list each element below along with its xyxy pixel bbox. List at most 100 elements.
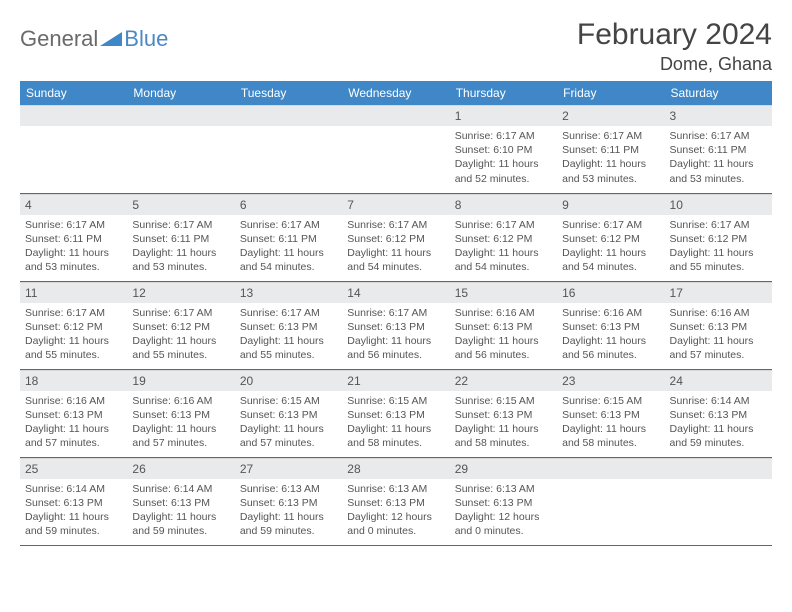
day-number — [20, 105, 127, 126]
calendar-cell: 1Sunrise: 6:17 AMSunset: 6:10 PMDaylight… — [450, 105, 557, 193]
day-details: Sunrise: 6:17 AMSunset: 6:11 PMDaylight:… — [20, 215, 127, 279]
calendar-cell: 23Sunrise: 6:15 AMSunset: 6:13 PMDayligh… — [557, 369, 664, 457]
daylight-line: Daylight: 11 hours and 55 minutes. — [240, 334, 337, 362]
daylight-line: Daylight: 11 hours and 59 minutes. — [240, 510, 337, 538]
calendar-cell: 25Sunrise: 6:14 AMSunset: 6:13 PMDayligh… — [20, 457, 127, 545]
daylight-line: Daylight: 11 hours and 57 minutes. — [240, 422, 337, 450]
day-number: 6 — [235, 194, 342, 215]
calendar-cell: 10Sunrise: 6:17 AMSunset: 6:12 PMDayligh… — [665, 193, 772, 281]
sunset-line: Sunset: 6:13 PM — [347, 496, 444, 510]
day-number: 21 — [342, 370, 449, 391]
day-details: Sunrise: 6:16 AMSunset: 6:13 PMDaylight:… — [557, 303, 664, 367]
weekday-header: Wednesday — [342, 81, 449, 105]
calendar-cell: 21Sunrise: 6:15 AMSunset: 6:13 PMDayligh… — [342, 369, 449, 457]
sunset-line: Sunset: 6:13 PM — [240, 408, 337, 422]
sunset-line: Sunset: 6:13 PM — [347, 408, 444, 422]
sunrise-line: Sunrise: 6:17 AM — [240, 306, 337, 320]
day-details: Sunrise: 6:17 AMSunset: 6:11 PMDaylight:… — [665, 126, 772, 190]
logo-text-general: General — [20, 26, 98, 52]
day-number: 29 — [450, 458, 557, 479]
sunrise-line: Sunrise: 6:15 AM — [240, 394, 337, 408]
sunrise-line: Sunrise: 6:15 AM — [562, 394, 659, 408]
calendar-cell: 15Sunrise: 6:16 AMSunset: 6:13 PMDayligh… — [450, 281, 557, 369]
calendar-cell: 3Sunrise: 6:17 AMSunset: 6:11 PMDaylight… — [665, 105, 772, 193]
sunrise-line: Sunrise: 6:17 AM — [670, 129, 767, 143]
day-number — [342, 105, 449, 126]
day-number: 11 — [20, 282, 127, 303]
daylight-line: Daylight: 12 hours and 0 minutes. — [455, 510, 552, 538]
sunset-line: Sunset: 6:12 PM — [132, 320, 229, 334]
day-details — [342, 126, 449, 186]
day-number: 4 — [20, 194, 127, 215]
daylight-line: Daylight: 11 hours and 54 minutes. — [562, 246, 659, 274]
daylight-line: Daylight: 11 hours and 53 minutes. — [670, 157, 767, 185]
daylight-line: Daylight: 11 hours and 56 minutes. — [562, 334, 659, 362]
calendar-row: 25Sunrise: 6:14 AMSunset: 6:13 PMDayligh… — [20, 457, 772, 545]
day-number: 28 — [342, 458, 449, 479]
daylight-line: Daylight: 11 hours and 57 minutes. — [132, 422, 229, 450]
day-details: Sunrise: 6:17 AMSunset: 6:13 PMDaylight:… — [235, 303, 342, 367]
sunset-line: Sunset: 6:13 PM — [455, 320, 552, 334]
daylight-line: Daylight: 11 hours and 59 minutes. — [132, 510, 229, 538]
daylight-line: Daylight: 11 hours and 58 minutes. — [455, 422, 552, 450]
day-number: 7 — [342, 194, 449, 215]
weekday-header: Saturday — [665, 81, 772, 105]
daylight-line: Daylight: 11 hours and 55 minutes. — [132, 334, 229, 362]
calendar-row: 18Sunrise: 6:16 AMSunset: 6:13 PMDayligh… — [20, 369, 772, 457]
calendar-cell: 13Sunrise: 6:17 AMSunset: 6:13 PMDayligh… — [235, 281, 342, 369]
daylight-line: Daylight: 11 hours and 54 minutes. — [240, 246, 337, 274]
sunrise-line: Sunrise: 6:16 AM — [455, 306, 552, 320]
day-number: 15 — [450, 282, 557, 303]
day-number: 12 — [127, 282, 234, 303]
calendar-cell: 22Sunrise: 6:15 AMSunset: 6:13 PMDayligh… — [450, 369, 557, 457]
weekday-header: Tuesday — [235, 81, 342, 105]
day-details — [557, 479, 664, 539]
day-number: 9 — [557, 194, 664, 215]
daylight-line: Daylight: 11 hours and 53 minutes. — [562, 157, 659, 185]
day-details: Sunrise: 6:16 AMSunset: 6:13 PMDaylight:… — [127, 391, 234, 455]
calendar-cell: 4Sunrise: 6:17 AMSunset: 6:11 PMDaylight… — [20, 193, 127, 281]
calendar-cell: 20Sunrise: 6:15 AMSunset: 6:13 PMDayligh… — [235, 369, 342, 457]
day-details: Sunrise: 6:17 AMSunset: 6:12 PMDaylight:… — [665, 215, 772, 279]
sunrise-line: Sunrise: 6:17 AM — [132, 306, 229, 320]
day-number: 8 — [450, 194, 557, 215]
page-header: General Blue February 2024 Dome, Ghana — [20, 18, 772, 75]
weekday-header: Monday — [127, 81, 234, 105]
day-details: Sunrise: 6:14 AMSunset: 6:13 PMDaylight:… — [665, 391, 772, 455]
day-number: 23 — [557, 370, 664, 391]
sunset-line: Sunset: 6:13 PM — [132, 496, 229, 510]
sunrise-line: Sunrise: 6:16 AM — [670, 306, 767, 320]
sunset-line: Sunset: 6:12 PM — [347, 232, 444, 246]
calendar-row: 4Sunrise: 6:17 AMSunset: 6:11 PMDaylight… — [20, 193, 772, 281]
day-number: 22 — [450, 370, 557, 391]
sunset-line: Sunset: 6:13 PM — [25, 408, 122, 422]
day-details: Sunrise: 6:17 AMSunset: 6:10 PMDaylight:… — [450, 126, 557, 190]
calendar-cell: 28Sunrise: 6:13 AMSunset: 6:13 PMDayligh… — [342, 457, 449, 545]
sunrise-line: Sunrise: 6:15 AM — [455, 394, 552, 408]
calendar-cell — [235, 105, 342, 193]
day-number: 27 — [235, 458, 342, 479]
day-number: 17 — [665, 282, 772, 303]
day-details: Sunrise: 6:14 AMSunset: 6:13 PMDaylight:… — [20, 479, 127, 543]
calendar-row: 1Sunrise: 6:17 AMSunset: 6:10 PMDaylight… — [20, 105, 772, 193]
daylight-line: Daylight: 11 hours and 53 minutes. — [25, 246, 122, 274]
sunset-line: Sunset: 6:12 PM — [562, 232, 659, 246]
title-block: February 2024 Dome, Ghana — [577, 18, 772, 75]
sunset-line: Sunset: 6:13 PM — [347, 320, 444, 334]
logo-text-blue: Blue — [124, 26, 168, 52]
calendar-header: SundayMondayTuesdayWednesdayThursdayFrid… — [20, 81, 772, 105]
calendar-cell: 14Sunrise: 6:17 AMSunset: 6:13 PMDayligh… — [342, 281, 449, 369]
sunrise-line: Sunrise: 6:14 AM — [25, 482, 122, 496]
calendar-cell: 18Sunrise: 6:16 AMSunset: 6:13 PMDayligh… — [20, 369, 127, 457]
sunset-line: Sunset: 6:13 PM — [455, 496, 552, 510]
sunset-line: Sunset: 6:13 PM — [562, 320, 659, 334]
calendar-cell — [20, 105, 127, 193]
day-number: 3 — [665, 105, 772, 126]
daylight-line: Daylight: 12 hours and 0 minutes. — [347, 510, 444, 538]
day-number: 10 — [665, 194, 772, 215]
calendar-cell: 11Sunrise: 6:17 AMSunset: 6:12 PMDayligh… — [20, 281, 127, 369]
calendar-cell — [665, 457, 772, 545]
weekday-header: Sunday — [20, 81, 127, 105]
day-number: 13 — [235, 282, 342, 303]
day-details: Sunrise: 6:16 AMSunset: 6:13 PMDaylight:… — [20, 391, 127, 455]
